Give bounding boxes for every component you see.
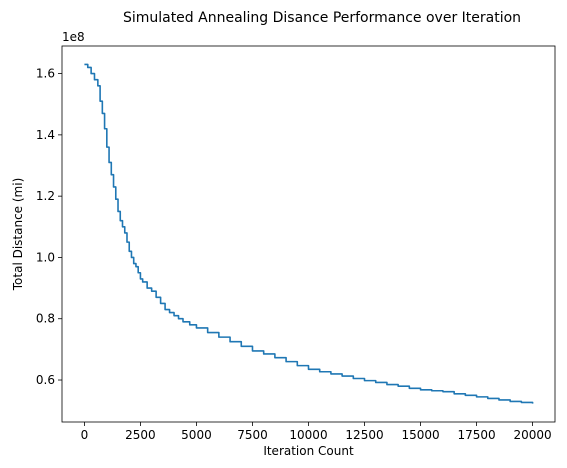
- plot-frame: [61, 45, 556, 423]
- chart-title: Simulated Annealing Disance Performance …: [123, 10, 521, 26]
- y-tick-label: 1.2: [36, 189, 55, 203]
- x-tick-label: 20000: [513, 428, 551, 442]
- plot-area: [62, 46, 555, 422]
- y-tick-label: 1.6: [36, 67, 55, 81]
- x-tick-label: 7500: [237, 428, 268, 442]
- y-axis-label: Total Distance (mi): [11, 178, 25, 292]
- x-axis-label: Iteration Count: [263, 444, 354, 458]
- series-layer: [84, 63, 534, 404]
- x-tick-label: 17500: [457, 428, 495, 442]
- y-tick-label: 1.0: [36, 250, 55, 264]
- x-tick-label: 15000: [401, 428, 439, 442]
- y-tick-label: 0.8: [36, 312, 55, 326]
- x-tick-label: 2500: [125, 428, 156, 442]
- y-tick-label: 0.6: [36, 373, 55, 387]
- y-offset-label: 1e8: [62, 30, 85, 44]
- y-tick-label: 1.4: [36, 128, 55, 142]
- x-tick-label: 12500: [345, 428, 383, 442]
- x-ticks: 0 2500 5000 7500 10000 12500 15000 17500 20000: [81, 422, 552, 442]
- y-ticks: 0.6 0.8 1.0 1.2 1.4 1.6: [36, 67, 62, 387]
- series-line-0: [84, 63, 534, 404]
- x-tick-label: 5000: [181, 428, 212, 442]
- x-tick-label: 0: [81, 428, 89, 442]
- x-tick-label: 10000: [289, 428, 327, 442]
